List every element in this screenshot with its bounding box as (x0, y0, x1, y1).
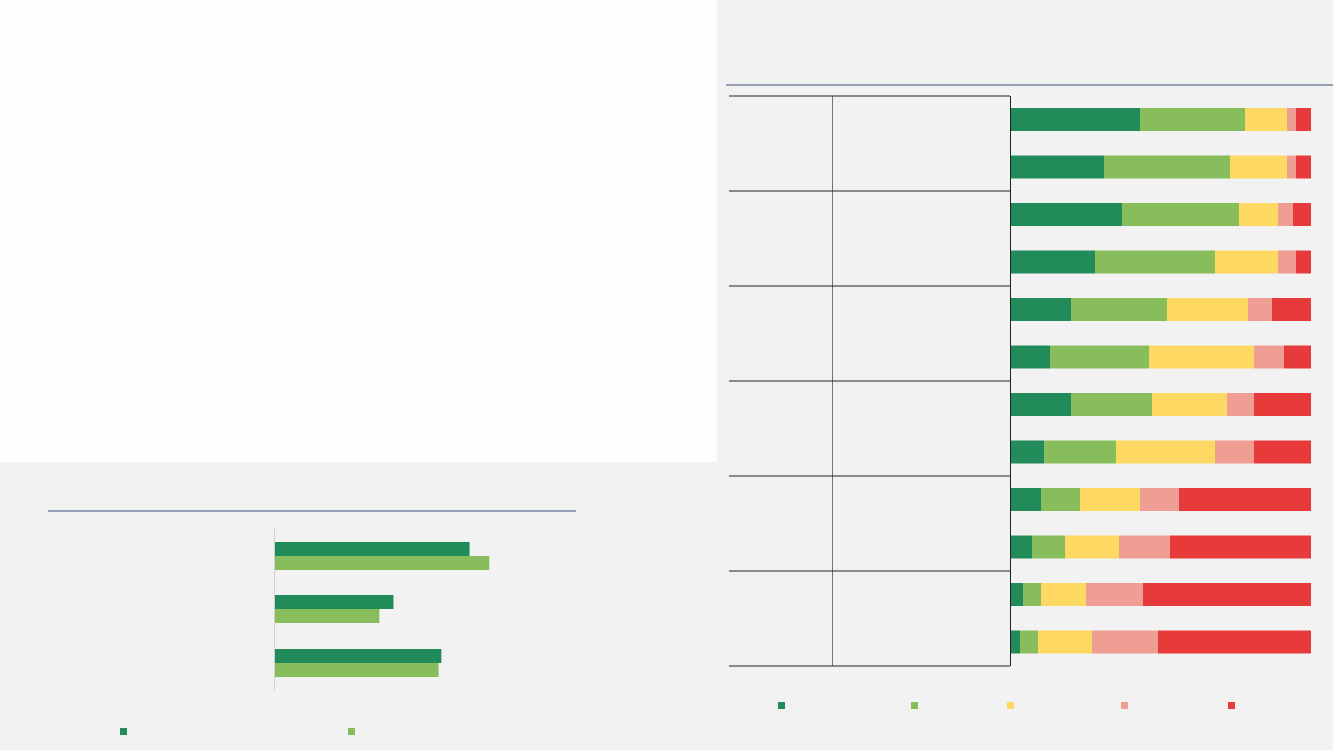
legend-marker (911, 702, 918, 709)
legend-marker (1121, 702, 1128, 709)
bar-segment (1038, 630, 1092, 654)
bar-segment (1287, 155, 1296, 179)
bar-segment (1167, 298, 1248, 321)
bar-segment (1140, 488, 1179, 511)
bar-segment (1158, 630, 1311, 654)
bar-segment (1239, 203, 1278, 226)
bar-segment (1296, 108, 1311, 131)
bar-segment (1011, 108, 1140, 131)
bar-segment (1023, 583, 1041, 606)
bar-segment (1296, 250, 1311, 274)
bar-segment (1287, 108, 1296, 131)
bar-segment (1284, 345, 1311, 369)
bar-segment (1254, 440, 1311, 464)
bar-segment (1149, 345, 1254, 369)
bar-segment (1011, 630, 1020, 654)
bar-segment (1011, 583, 1023, 606)
bar-segment (1296, 155, 1311, 179)
bar-segment (1170, 535, 1311, 559)
bar-segment (1119, 535, 1170, 559)
bar-segment (1044, 440, 1116, 464)
bar-segment (1227, 393, 1254, 416)
bar-segment (1050, 345, 1149, 369)
bar-segment (1278, 203, 1293, 226)
bar-segment (1095, 250, 1215, 274)
bar-segment (1086, 583, 1143, 606)
bar-segment (1254, 345, 1284, 369)
legend (778, 702, 1235, 709)
bar-segment (1293, 203, 1311, 226)
bar-segment (1011, 488, 1041, 511)
bar-segment (1011, 250, 1095, 274)
bar-segment (1032, 535, 1065, 559)
bar-segment (1092, 630, 1158, 654)
row-group-lines (729, 95, 1011, 667)
bar-segment (1011, 393, 1071, 416)
bar-segment (1104, 155, 1230, 179)
bar-segment (1071, 298, 1167, 321)
bar-segment (1011, 345, 1050, 369)
bar-segment (1011, 440, 1044, 464)
bar-segment (1215, 250, 1278, 274)
bar-segment (1080, 488, 1140, 511)
legend-marker (1228, 702, 1235, 709)
bar-segment (1143, 583, 1311, 606)
bar-segment (1230, 155, 1287, 179)
legend-marker (1007, 702, 1014, 709)
bar-segment (1272, 298, 1311, 321)
bar-segment (1254, 393, 1311, 416)
bar-segment (1020, 630, 1038, 654)
bar-segment (1245, 108, 1287, 131)
stacked-bars (1011, 108, 1311, 654)
bar-segment (1071, 393, 1152, 416)
bar-segment (1122, 203, 1239, 226)
bar-segment (1011, 535, 1032, 559)
bar-segment (1140, 108, 1245, 131)
bar-segment (1041, 583, 1086, 606)
bar-segment (1215, 440, 1254, 464)
bar-segment (1116, 440, 1215, 464)
text-panel (0, 0, 717, 462)
bar-segment (1011, 155, 1104, 179)
bar-segment (1248, 298, 1272, 321)
bar-segment (1041, 488, 1080, 511)
bar-segment (1065, 535, 1119, 559)
bar-segment (1278, 250, 1296, 274)
bar-segment (1152, 393, 1227, 416)
bar-segment (1179, 488, 1311, 511)
bar-segment (1011, 298, 1071, 321)
bar-segment (1011, 203, 1122, 226)
legend-marker (778, 702, 785, 709)
